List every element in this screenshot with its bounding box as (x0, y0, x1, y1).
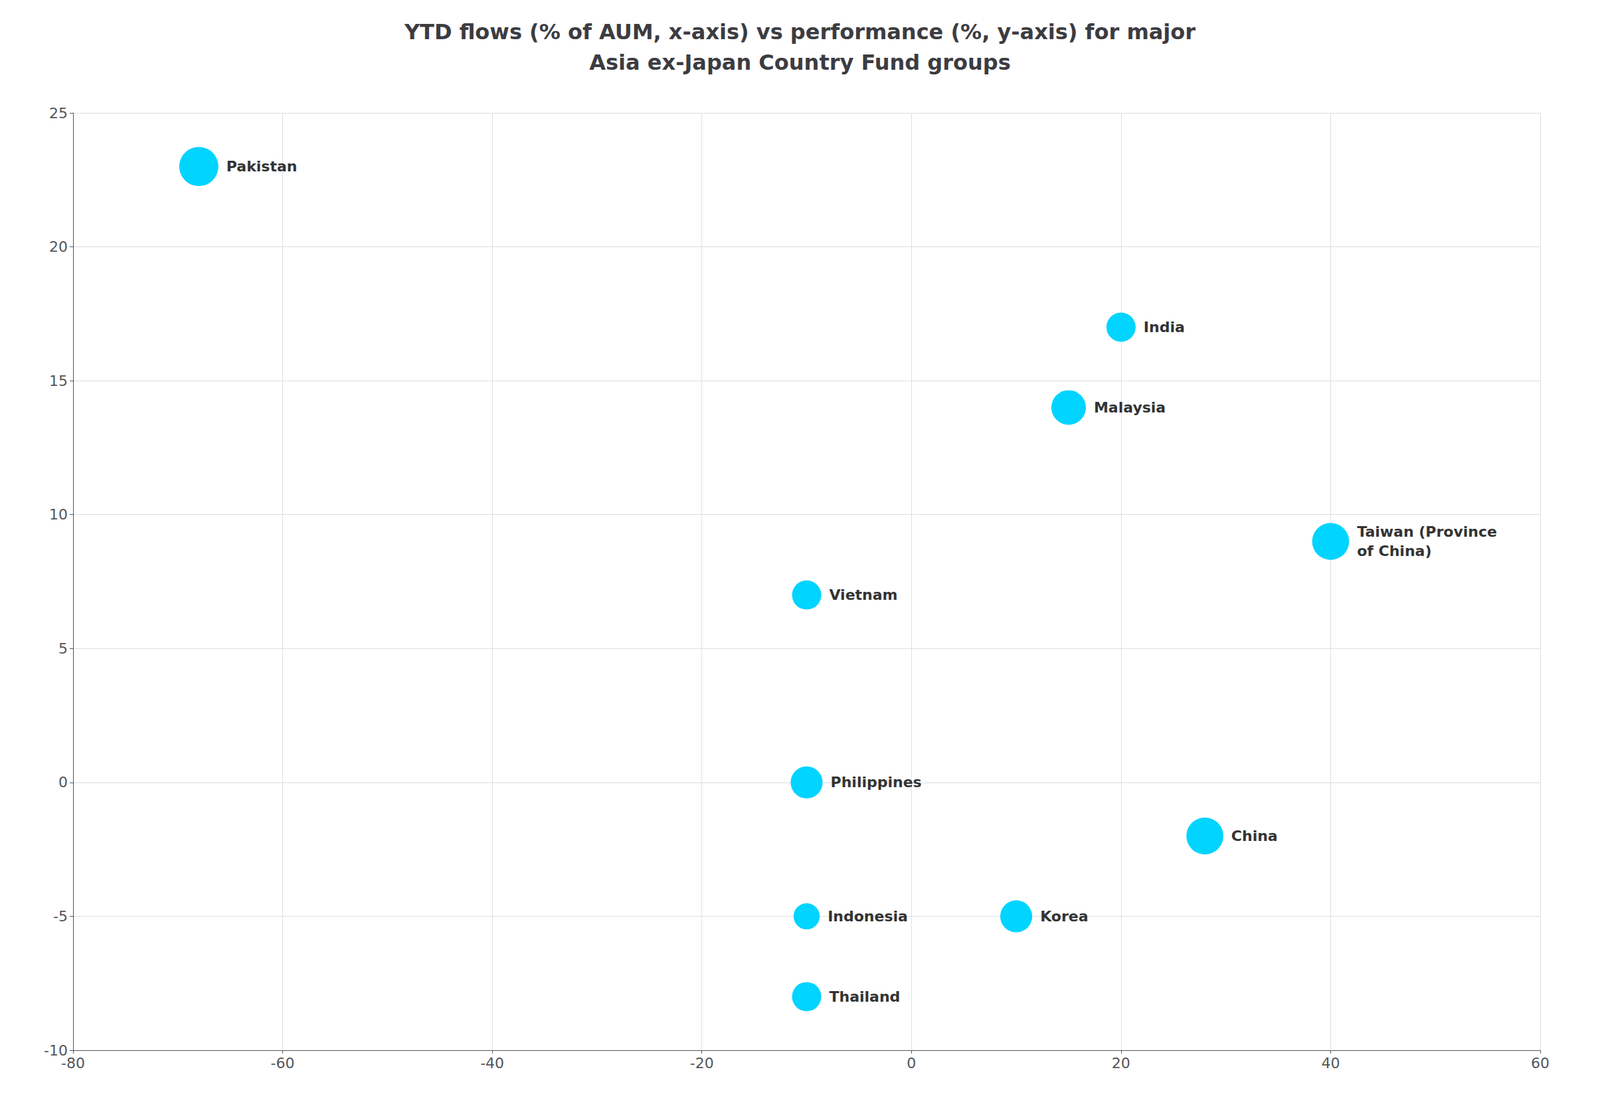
svg-text:0: 0 (906, 1054, 916, 1072)
svg-text:-60: -60 (270, 1054, 295, 1072)
svg-text:Korea: Korea (1040, 907, 1088, 925)
svg-text:-80: -80 (61, 1054, 86, 1072)
svg-text:Thailand: Thailand (828, 988, 900, 1005)
svg-text:Malaysia: Malaysia (1093, 399, 1166, 416)
svg-text:-10: -10 (43, 1041, 68, 1059)
svg-text:Taiwan (Province: Taiwan (Province (1356, 523, 1498, 540)
svg-text:-40: -40 (480, 1054, 505, 1072)
svg-text:10: 10 (49, 506, 68, 523)
svg-text:20: 20 (1111, 1054, 1131, 1072)
svg-text:0: 0 (58, 773, 68, 791)
svg-text:YTD flows (% of AUM, x-axis) v: YTD flows (% of AUM, x-axis) vs performa… (403, 19, 1196, 45)
svg-text:Philippines: Philippines (830, 773, 922, 791)
svg-text:Indonesia: Indonesia (827, 907, 908, 925)
svg-text:of China): of China) (1356, 542, 1432, 560)
svg-text:Asia ex-Japan Country Fund gro: Asia ex-Japan Country Fund groups (589, 49, 1011, 76)
svg-text:Vietnam: Vietnam (828, 586, 898, 604)
svg-text:5: 5 (58, 640, 68, 657)
svg-text:-20: -20 (690, 1054, 714, 1072)
svg-text:-5: -5 (53, 907, 68, 925)
svg-text:India: India (1143, 318, 1185, 336)
svg-text:15: 15 (49, 372, 68, 390)
svg-text:60: 60 (1530, 1054, 1550, 1072)
svg-text:China: China (1231, 827, 1278, 845)
svg-text:40: 40 (1321, 1054, 1340, 1072)
svg-text:Pakistan: Pakistan (226, 158, 298, 175)
svg-text:20: 20 (49, 238, 68, 256)
svg-text:25: 25 (49, 104, 68, 122)
